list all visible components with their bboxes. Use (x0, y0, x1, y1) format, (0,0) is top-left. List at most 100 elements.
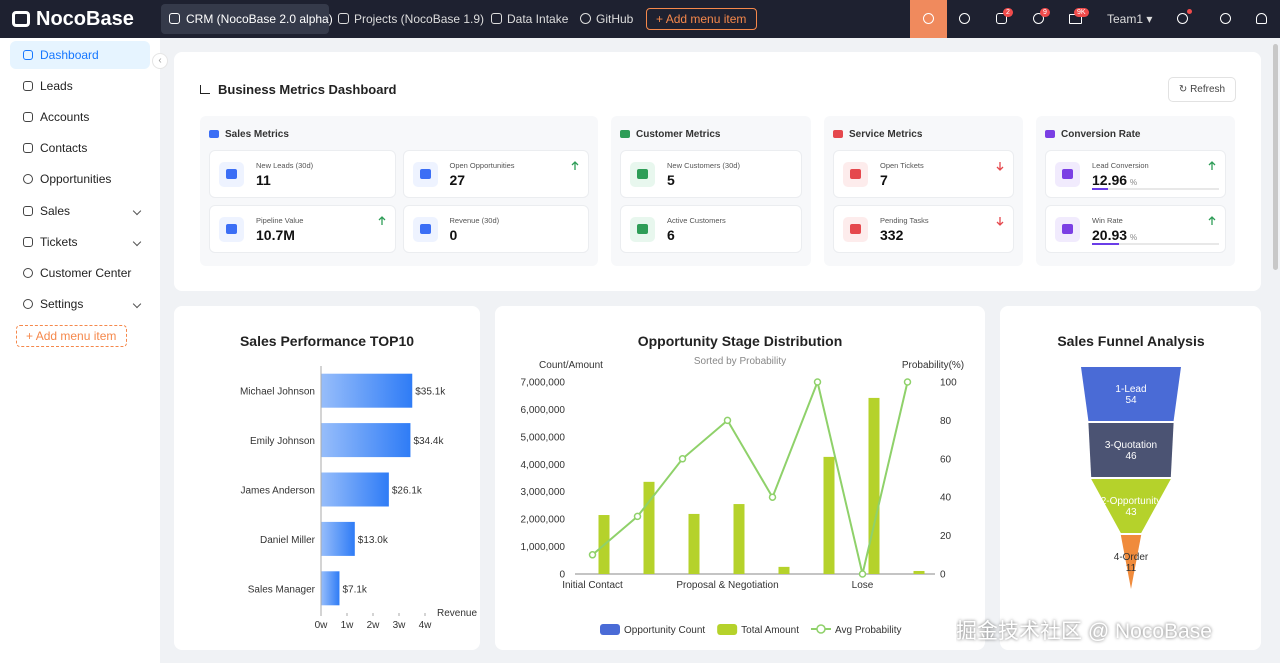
y-tick-label: 1,000,000 (521, 542, 566, 553)
metric-body: Active Customers 6 (667, 216, 797, 243)
menu-item[interactable]: Accounts (10, 103, 150, 131)
dashboard-title: Business Metrics Dashboard (218, 82, 397, 97)
metric-icon-glyph (226, 169, 237, 179)
line-point (858, 570, 867, 578)
metric-card: New Leads (30d) 11 (209, 150, 396, 198)
metric-body: Open Opportunities 27 (450, 161, 580, 188)
settings-icon[interactable] (959, 0, 970, 38)
nav-tab-label: CRM (NocoBase 2.0 alpha) (186, 12, 333, 26)
trend-arrow-path (1208, 161, 1216, 170)
scrollbar[interactable] (1273, 44, 1278, 270)
metric-group: Conversion Rate Lead Conversion 12.96% Win … (1036, 116, 1235, 266)
badge: 9 (1040, 8, 1050, 17)
add-menu-button[interactable]: + Add menu item (646, 8, 757, 30)
refresh-button[interactable]: ↻ Refresh (1168, 77, 1236, 102)
menu-item[interactable]: Opportunities (10, 165, 150, 193)
metric-card: Pipeline Value 10.7M (209, 205, 396, 253)
nav-tab[interactable]: CRM (NocoBase 2.0 alpha) (161, 4, 333, 34)
help-icon[interactable] (1220, 0, 1231, 38)
nav-tab[interactable]: GitHub (580, 0, 633, 38)
metric-card: Lead Conversion 12.96% (1045, 150, 1226, 198)
menu-item[interactable]: Settings (10, 290, 150, 318)
group-icon (833, 130, 843, 138)
funnel-value: 11 (1126, 563, 1137, 574)
trend-arrow-path (378, 216, 385, 225)
metric-card: New Customers (30d) 5 (620, 150, 802, 198)
metric-label: Pipeline Value (256, 215, 304, 225)
brand[interactable]: NocoBase (12, 0, 134, 38)
menu-label: Dashboard (40, 48, 99, 62)
mail-icon[interactable] (1069, 0, 1082, 38)
bar (823, 456, 835, 574)
metric-body: New Customers (30d) 5 (667, 161, 797, 188)
funnel-segment (1081, 367, 1181, 421)
menu-item[interactable]: Contacts (10, 134, 150, 162)
menu-item[interactable]: Dashboard (10, 41, 150, 69)
y-tick-label: 4,000,000 (521, 460, 566, 471)
collapse-button[interactable]: ‹ (152, 53, 168, 69)
menu-label: Accounts (40, 110, 90, 124)
bar (778, 566, 790, 574)
metric-value: 20.93 (1092, 226, 1128, 243)
y2-axis-label: Probability(%) (902, 360, 964, 371)
metric-label: Open Tickets (880, 160, 924, 170)
group-title: Sales Metrics (225, 128, 289, 140)
metric-value-row: 10.7M (256, 227, 386, 243)
menu-label: Settings (40, 297, 84, 311)
task-icon[interactable] (1033, 0, 1044, 38)
menu-item[interactable]: Customer Center (10, 259, 150, 287)
metric-icon-glyph (637, 169, 648, 179)
metric-body: Revenue (30d) 0 (450, 216, 580, 243)
funnel-label: 2-Opportunity (1101, 496, 1162, 507)
y-tick-label: 2,000,000 (521, 515, 566, 526)
group-title: Conversion Rate (1061, 128, 1141, 140)
menu-item[interactable]: Leads (10, 72, 150, 100)
data-label: $26.1k (392, 486, 423, 497)
nav-tab[interactable]: Projects (NocoBase 1.9) (338, 0, 484, 38)
y-tick-label: Sales Manager (248, 584, 316, 595)
menu-label: Opportunities (40, 172, 112, 186)
menu-item[interactable]: Sales (10, 197, 150, 225)
metric-label: Lead Conversion (1092, 160, 1149, 170)
trend-arrow (996, 217, 1004, 226)
line (591, 378, 909, 575)
bar (321, 472, 389, 507)
line-point (903, 378, 912, 386)
metric-icon (630, 161, 655, 187)
legend-label: Opportunity Count (624, 625, 705, 636)
search-icon[interactable] (1177, 0, 1188, 38)
trend-arrow (996, 162, 1004, 171)
x-tick-label: 3w (393, 620, 407, 631)
metric-icon-glyph (850, 169, 861, 179)
legend-label: Total Amount (741, 625, 799, 636)
menu-item[interactable]: Tickets (10, 228, 150, 256)
funnel-label: 3-Quotation (1105, 440, 1157, 451)
plugin-button[interactable] (910, 0, 947, 38)
user-icon[interactable] (1256, 0, 1267, 38)
metric-icon (843, 161, 868, 187)
y2-tick-label: 0 (940, 570, 946, 581)
progress-track (1092, 243, 1219, 245)
dashboard-icon (200, 85, 210, 94)
add-menu-button[interactable]: + Add menu item (16, 325, 127, 347)
notification-icon[interactable] (996, 0, 1007, 38)
metric-icon-glyph (637, 224, 648, 234)
menu-label: Customer Center (40, 266, 132, 280)
badge: 2 (1003, 8, 1013, 17)
team-selector[interactable]: Team1 ▾ (1107, 12, 1153, 26)
nav-tab-label: GitHub (596, 12, 634, 26)
metric-body: New Leads (30d) 11 (256, 161, 386, 188)
legend-swatch (600, 624, 620, 635)
y-tick-label: 0 (559, 570, 565, 581)
metric-icon (219, 216, 244, 242)
metric-value: 12.96 (1092, 171, 1128, 188)
metric-groups: Sales Metrics New Leads (30d) 11 Open Oppor… (200, 116, 1235, 266)
metric-icon-glyph (419, 224, 431, 234)
metric-card: Win Rate 20.93% (1045, 205, 1226, 253)
watermark: 掘金技术社区 @ NocoBase (956, 620, 1212, 643)
metric-group: Customer Metrics New Customers (30d) 5 Acti… (611, 116, 811, 266)
group-header: Sales Metrics (209, 124, 589, 144)
trend-arrow-path (571, 161, 579, 170)
nav-tab[interactable]: Data Intake (491, 0, 568, 38)
